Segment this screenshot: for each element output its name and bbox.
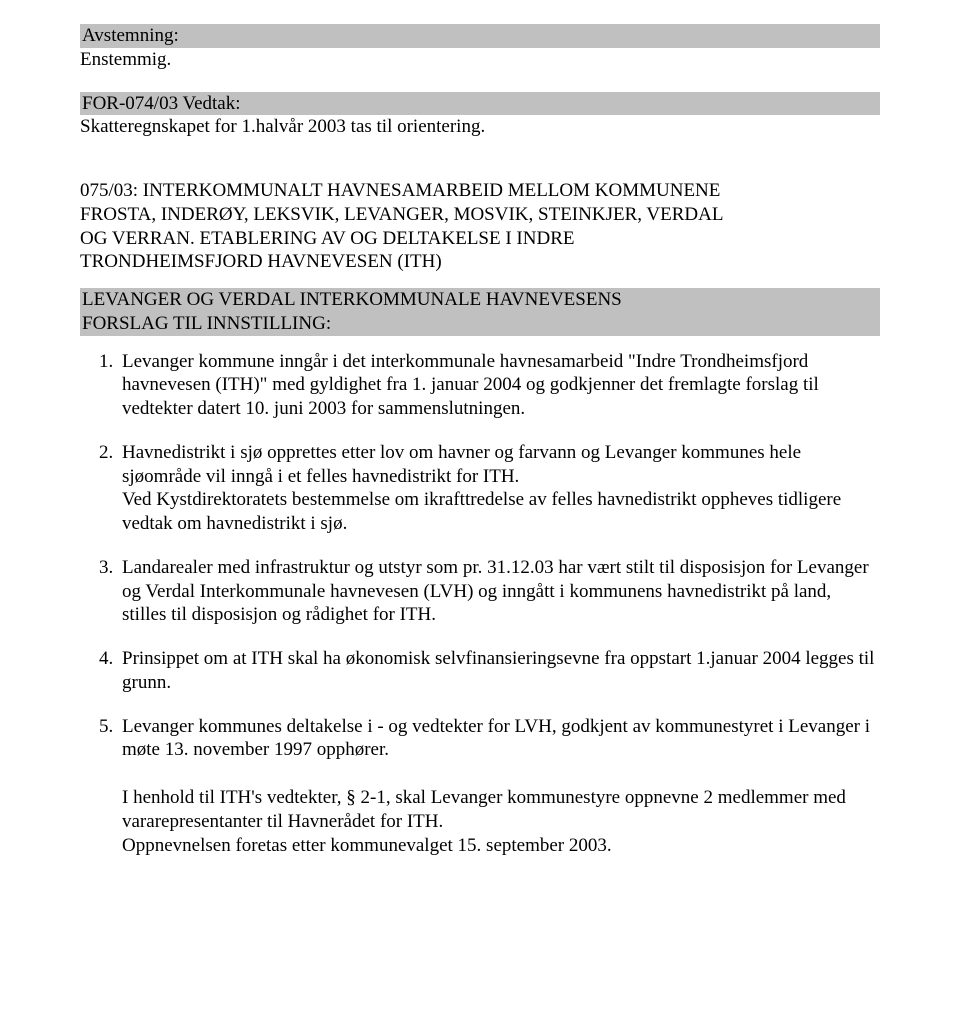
proposal-heading-line1: LEVANGER OG VERDAL INTERKOMMUNALE HAVNEV… — [80, 288, 880, 312]
case-title-line3: OG VERRAN. ETABLERING AV OG DELTAKELSE I… — [80, 227, 880, 251]
list-item: Landarealer med infrastruktur og utstyr … — [118, 556, 880, 627]
list-item-text: Havnedistrikt i sjø opprettes etter lov … — [122, 442, 801, 487]
case-title-line1: 075/03: INTERKOMMUNALT HAVNESAMARBEID ME… — [80, 179, 880, 203]
avstemning-value: Enstemmig. — [80, 48, 880, 72]
list-item-text-2: Ved Kystdirektoratets bestemmelse om ikr… — [122, 489, 841, 534]
list-item: Levanger kommunes deltakelse i - og vedt… — [118, 715, 880, 763]
numbered-list: Levanger kommune inngår i det interkommu… — [80, 350, 880, 763]
footer-line1: I henhold til ITH's vedtekter, § 2-1, sk… — [122, 786, 880, 834]
vedtak-value: Skatteregnskapet for 1.halvår 2003 tas t… — [80, 115, 880, 139]
list-item: Havnedistrikt i sjø opprettes etter lov … — [118, 441, 880, 536]
list-item-text: Landarealer med infrastruktur og utstyr … — [122, 557, 869, 626]
list-item-text: Levanger kommune inngår i det interkommu… — [122, 351, 819, 420]
list-item: Levanger kommune inngår i det interkommu… — [118, 350, 880, 421]
avstemning-label: Avstemning: — [80, 24, 880, 48]
footer-line2: Oppnevnelsen foretas etter kommunevalget… — [122, 834, 880, 858]
document-page: Avstemning: Enstemmig. FOR-074/03 Vedtak… — [0, 0, 960, 897]
case-title-line2: FROSTA, INDERØY, LEKSVIK, LEVANGER, MOSV… — [80, 203, 880, 227]
proposal-heading-line2: FORSLAG TIL INNSTILLING: — [80, 312, 880, 336]
list-item-text: Prinsippet om at ITH skal ha økonomisk s… — [122, 648, 874, 693]
vedtak-label: FOR-074/03 Vedtak: — [80, 92, 880, 116]
footer-block: I henhold til ITH's vedtekter, § 2-1, sk… — [80, 786, 880, 857]
case-title-line4: TRONDHEIMSFJORD HAVNEVESEN (ITH) — [80, 250, 880, 274]
list-item-text: Levanger kommunes deltakelse i - og vedt… — [122, 716, 870, 761]
list-item: Prinsippet om at ITH skal ha økonomisk s… — [118, 647, 880, 695]
